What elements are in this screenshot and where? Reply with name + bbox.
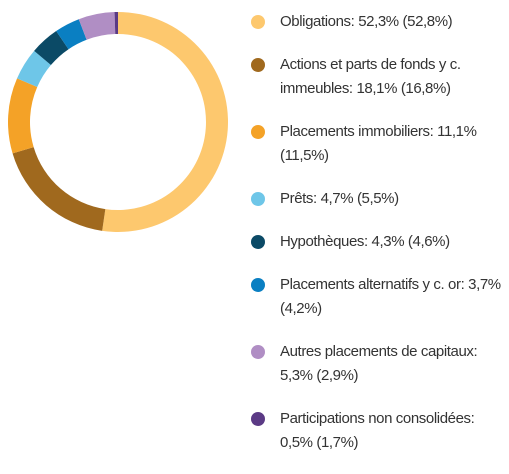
donut-segment xyxy=(17,50,51,88)
legend-swatch xyxy=(251,278,265,292)
legend-value: 3,7% xyxy=(468,276,501,293)
donut-chart xyxy=(7,12,229,233)
legend-previous: (52,8%) xyxy=(402,13,453,30)
donut-segment xyxy=(12,147,106,231)
legend-item: Hypothèques: 4,3% (4,6%) xyxy=(250,230,505,254)
legend-swatch xyxy=(251,125,265,139)
page: Obligations: 52,3% (52,8%) Actions et par… xyxy=(7,12,502,451)
legend-value: 52,3% xyxy=(358,13,399,30)
legend-swatch xyxy=(251,58,265,72)
legend-label: Placements alternatifs y c. or: xyxy=(280,276,465,293)
legend-previous: (4,6%) xyxy=(407,233,450,250)
legend-label: Hypothèques: xyxy=(280,233,368,250)
legend-item: Participations non consolidées: 0,5% (1,… xyxy=(250,407,505,455)
legend-item: Autres placements de capitaux: 5,3% (2,9… xyxy=(250,340,505,388)
donut-segment xyxy=(7,78,38,154)
legend-label: Obligations: xyxy=(280,13,355,30)
legend-value: 11,1% xyxy=(437,123,477,140)
legend-label: Prêts: xyxy=(280,190,317,207)
donut-segment xyxy=(56,19,87,50)
donut-segment xyxy=(114,12,118,35)
legend-previous: (2,9%) xyxy=(316,367,359,384)
legend-item: Placements immobiliers: 11,1% (11,5%) xyxy=(250,120,505,168)
legend-item: Prêts: 4,7% (5,5%) xyxy=(250,187,505,211)
legend-swatch xyxy=(251,235,265,249)
legend-swatch xyxy=(251,412,265,426)
legend-label: Actions et parts de fonds y c. immeubles… xyxy=(280,56,461,97)
legend-swatch xyxy=(251,345,265,359)
legend: Obligations: 52,3% (52,8%) Actions et par… xyxy=(250,10,505,474)
legend-item: Placements alternatifs y c. or: 3,7% (4,… xyxy=(250,273,505,321)
legend-value: 5,3% xyxy=(280,367,313,384)
donut-segment xyxy=(78,12,116,40)
legend-label: Placements immobiliers: xyxy=(280,123,434,140)
legend-previous: (5,5%) xyxy=(356,190,399,207)
legend-value: 0,5% xyxy=(280,434,313,451)
legend-value: 18,1% xyxy=(356,80,398,97)
legend-swatch xyxy=(251,192,265,206)
legend-item: Obligations: 52,3% (52,8%) xyxy=(250,10,505,34)
donut-segment xyxy=(102,12,229,233)
legend-label: Participations non consolidées: xyxy=(280,410,475,427)
legend-previous: (4,2%) xyxy=(280,300,322,317)
donut-segment xyxy=(34,31,69,66)
legend-item: Actions et parts de fonds y c. immeubles… xyxy=(250,53,505,101)
legend-value: 4,3% xyxy=(371,233,405,250)
legend-previous: (16,8%) xyxy=(400,80,451,97)
legend-swatch xyxy=(251,15,265,29)
legend-previous: (1,7%) xyxy=(316,434,359,451)
legend-previous: (11,5%) xyxy=(280,147,329,164)
legend-label: Autres placements de capitaux: xyxy=(280,343,478,360)
legend-value: 4,7% xyxy=(320,190,354,207)
